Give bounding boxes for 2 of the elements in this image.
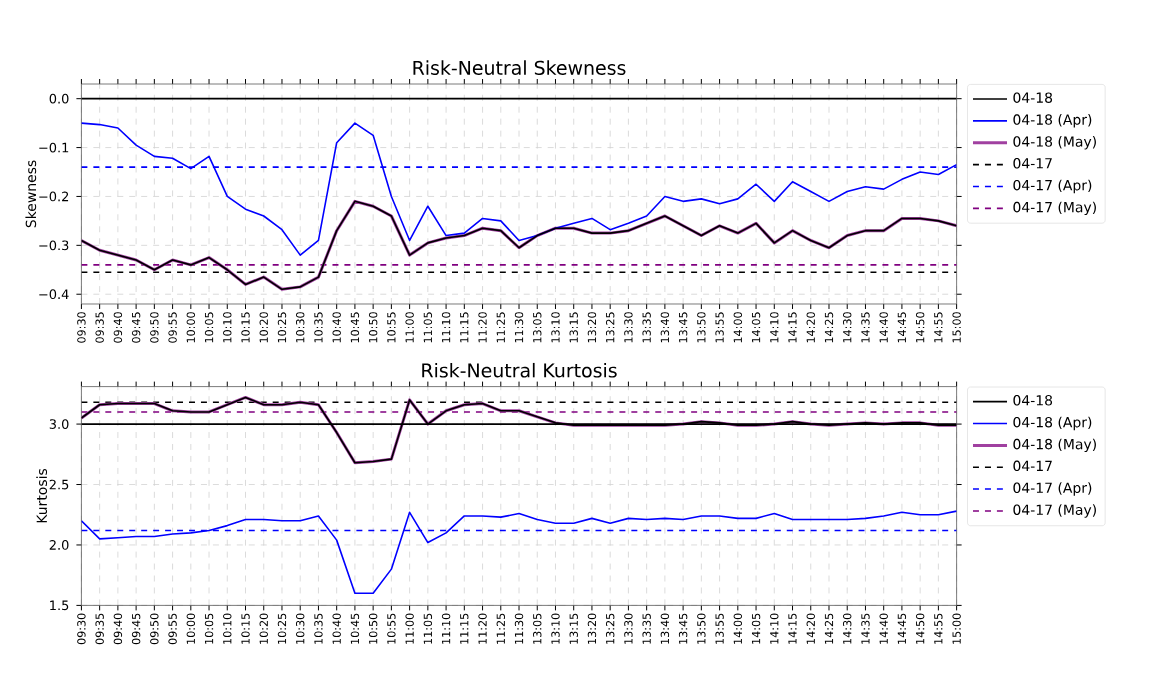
chart-title: Risk-Neutral Skewness (413, 60, 626, 75)
chart-title: Risk-Neutral Kurtosis (422, 362, 617, 378)
